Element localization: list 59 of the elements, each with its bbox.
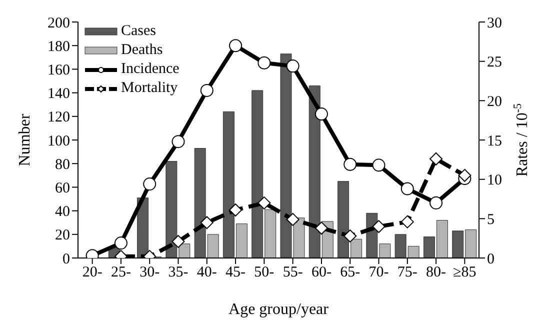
- point: [229, 39, 242, 52]
- x-tick-label: 70-: [368, 264, 389, 281]
- legend-label: Cases: [121, 22, 156, 41]
- x-tick-label: 50-: [254, 264, 274, 281]
- y-tick-label: 140: [48, 86, 70, 102]
- legend-label: Incidence: [121, 60, 180, 79]
- point: [400, 215, 414, 228]
- point: [143, 178, 156, 191]
- y-tick-label: 120: [48, 110, 70, 126]
- y-tick-label: 180: [48, 38, 70, 55]
- point: [258, 56, 271, 70]
- y-tick-label: 20: [55, 228, 70, 244]
- x-tick-label: 65-: [340, 264, 360, 281]
- legend-label: Deaths: [121, 41, 163, 60]
- y-axis-title: Number: [16, 113, 34, 166]
- point: [430, 196, 443, 210]
- y2-tick-label: 0: [487, 251, 494, 268]
- point: [344, 158, 357, 171]
- point: [372, 158, 386, 172]
- y2-tick-label: 20: [487, 94, 502, 110]
- point: [172, 234, 185, 248]
- y-tick-label: 40: [55, 204, 70, 220]
- legend-label: Mortality: [121, 79, 178, 98]
- y2-tick-label: 25: [487, 54, 502, 71]
- point: [114, 236, 128, 250]
- x-tick-label: 25-: [110, 264, 131, 281]
- point: [314, 108, 328, 121]
- y2-tick-label: 10: [487, 172, 502, 189]
- x-tick-label: 55-: [282, 264, 303, 281]
- y-tick-label: 160: [48, 62, 70, 79]
- point: [200, 216, 214, 230]
- point: [229, 204, 242, 217]
- y-tick-label: 200: [48, 15, 70, 32]
- y-tick-label: 100: [48, 133, 70, 150]
- y-tick-label: 80: [55, 156, 70, 173]
- x-tick-label: 40-: [196, 264, 217, 281]
- point: [344, 229, 357, 242]
- x-tick-label: 60-: [311, 264, 332, 281]
- point: [372, 220, 386, 234]
- y2-tick-label: 30: [487, 15, 502, 32]
- x-tick-label: 75-: [397, 264, 418, 281]
- point: [286, 212, 300, 226]
- point: [400, 182, 414, 196]
- x-tick-label: 30-: [140, 264, 160, 281]
- x-tick-label: 35-: [168, 264, 188, 281]
- point: [458, 168, 472, 182]
- x-axis-title: Age group/year: [228, 301, 330, 318]
- x-tick-label: ≥85: [453, 264, 476, 281]
- y-tick-label: 0: [62, 251, 70, 268]
- y2-tick-label: 15: [487, 133, 502, 150]
- y2-tick-label: 5: [487, 212, 494, 228]
- x-tick-label: 20-: [82, 264, 102, 281]
- x-tick-label: 80-: [426, 264, 446, 281]
- x-tick-label: 45-: [226, 264, 246, 281]
- point: [172, 135, 185, 148]
- point: [286, 60, 300, 73]
- y-tick-label: 60: [55, 180, 70, 197]
- point: [200, 84, 214, 97]
- point: [314, 222, 328, 235]
